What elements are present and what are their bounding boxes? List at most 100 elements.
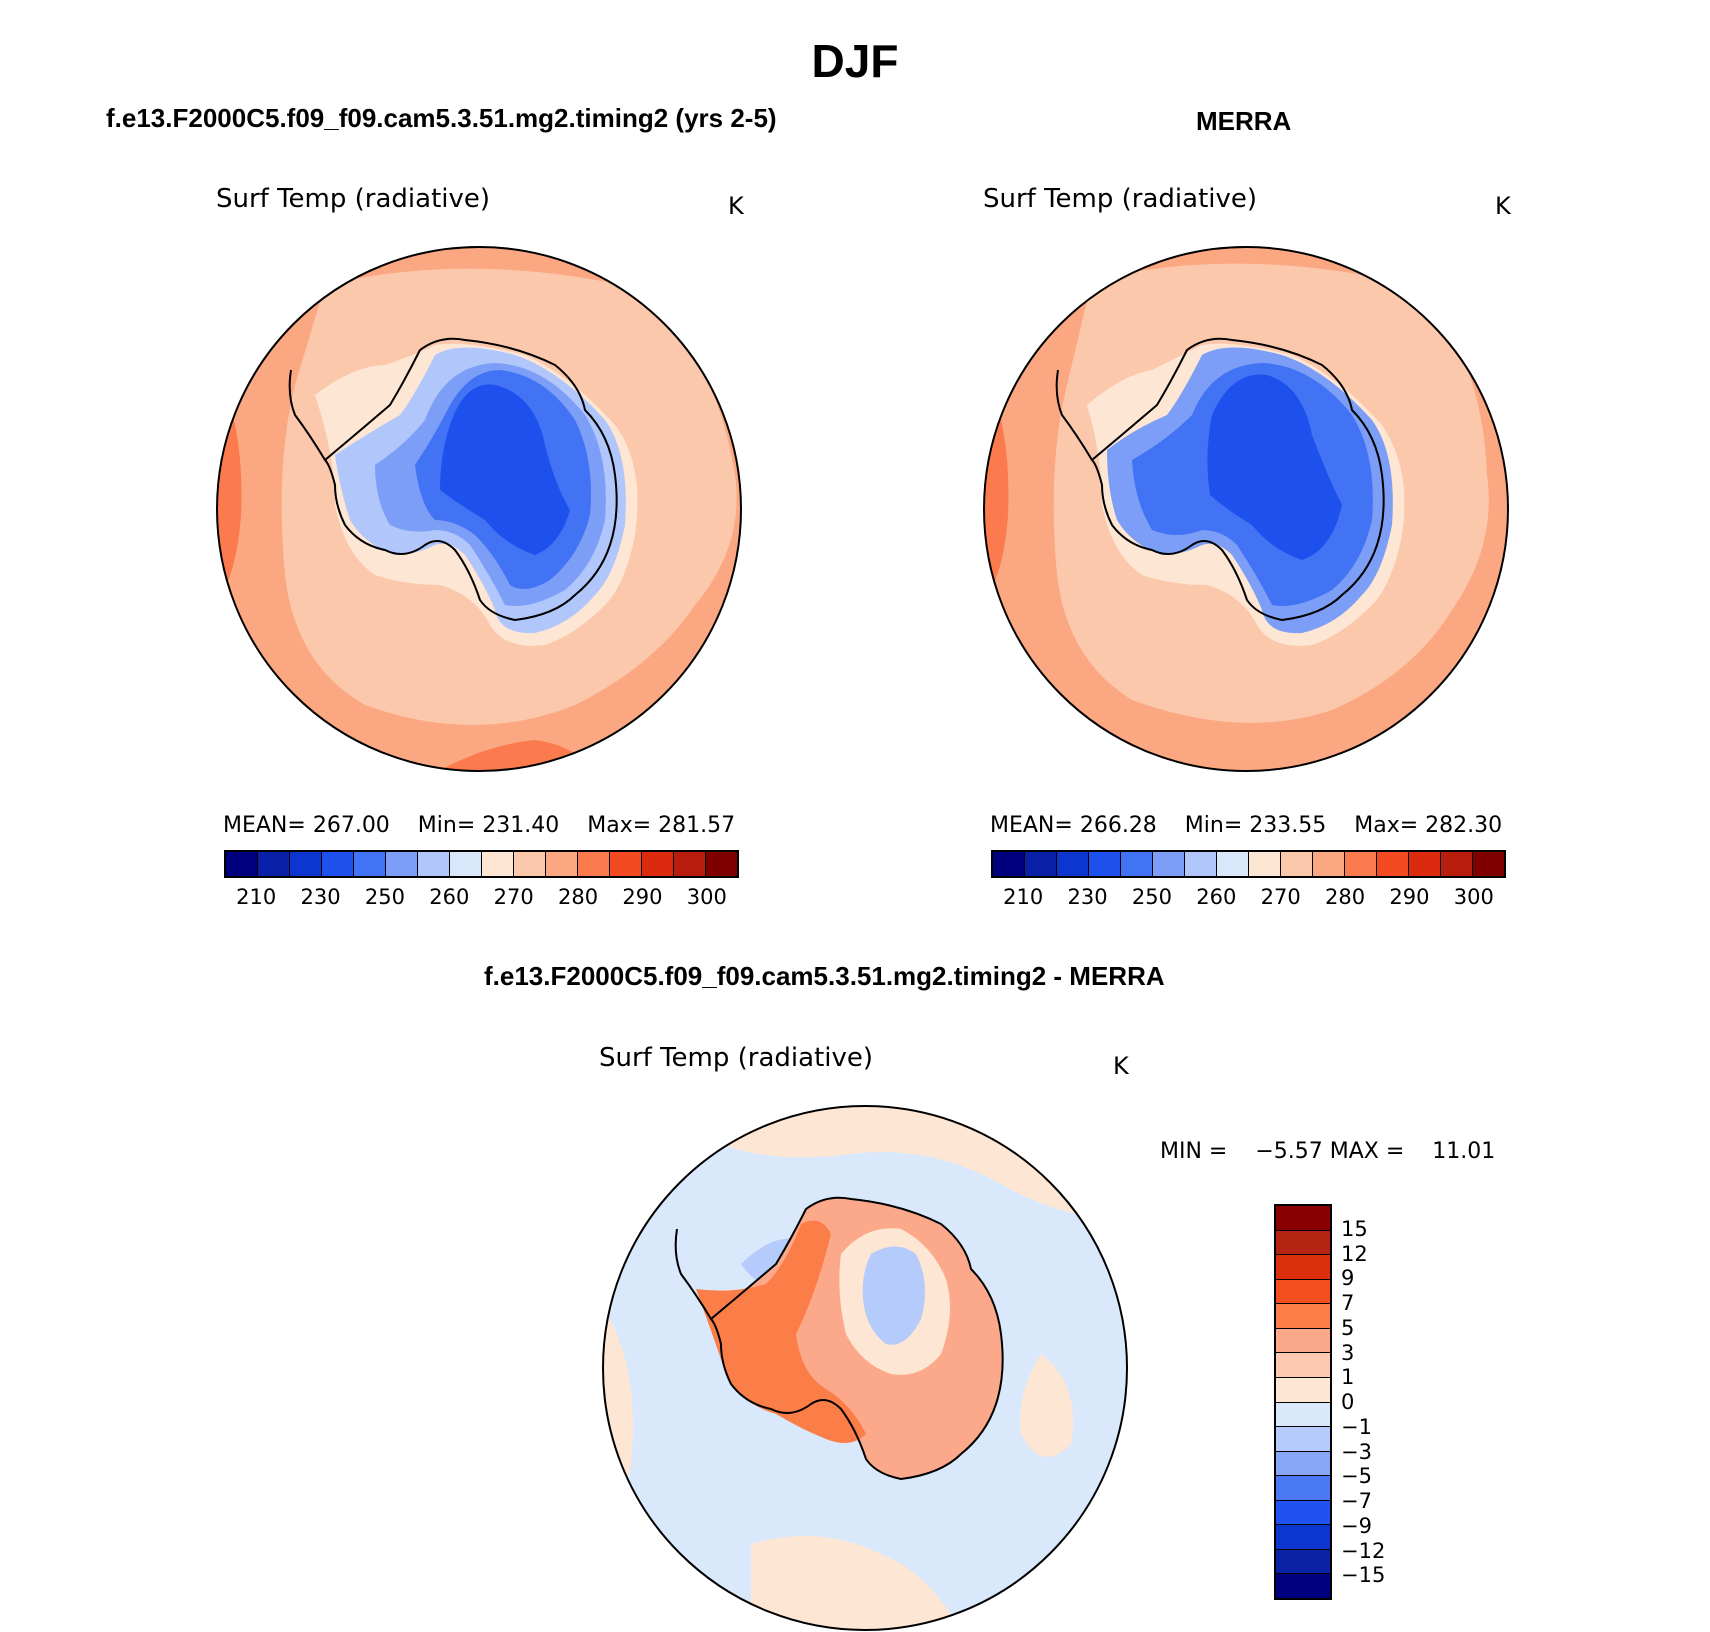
- map-peninsula: [1055, 369, 1093, 461]
- colorbar-swatch: [450, 852, 482, 876]
- colorbar-tick-label: 5: [1341, 1315, 1355, 1340]
- colorbar-swatch: [1276, 1255, 1330, 1280]
- map-outline: [216, 246, 742, 772]
- colorbar-swatch: [610, 852, 642, 876]
- colorbar-swatch: [258, 852, 290, 876]
- colorbar-swatch: [1276, 1500, 1330, 1526]
- model-stats: MEAN= 267.00 Min= 231.40 Max= 281.57: [223, 813, 735, 838]
- model-colorbar: [224, 850, 739, 878]
- model-colorbar-ticks: 210 230 250 260 270 280 290 300: [224, 885, 739, 911]
- map-warm-ocean-patch: [751, 1536, 961, 1630]
- map-land-bias-strong: [696, 1220, 866, 1443]
- colorbar-swatch: [1276, 1230, 1330, 1256]
- colorbar-swatch: [1276, 1525, 1330, 1550]
- colorbar-swatch: [226, 852, 258, 876]
- min-label: MIN =: [1160, 1139, 1228, 1164]
- colorbar-swatch: [418, 852, 450, 876]
- map-antarctica-core: [1207, 374, 1342, 560]
- map-warm-ocean-patch: [1020, 1354, 1073, 1457]
- colorbar-swatch: [1276, 1279, 1330, 1305]
- obs-colorbar: [991, 850, 1506, 878]
- colorbar-swatch: [1441, 852, 1473, 876]
- colorbar-swatch: [1276, 1377, 1330, 1403]
- colorbar-swatch: [1089, 852, 1121, 876]
- map-peninsula: [288, 369, 326, 461]
- obs-stats: MEAN= 266.28 Min= 233.55 Max= 282.30: [990, 813, 1502, 838]
- obs-colorbar-ticks: 210 230 250 260 270 280 290 300: [991, 885, 1506, 911]
- colorbar-swatch: [642, 852, 674, 876]
- min-label: Min=: [1184, 813, 1243, 838]
- colorbar-swatch: [482, 852, 514, 876]
- diff-panel-header: f.e13.F2000C5.f09_f09.cam5.3.51.mg2.timi…: [484, 961, 1165, 991]
- min-value: 233.55: [1249, 813, 1327, 838]
- colorbar-tick-label: 230: [1067, 885, 1108, 909]
- diff-stats: MIN = −5.57 MAX = 11.01: [1160, 1139, 1495, 1164]
- colorbar-swatch: [1121, 852, 1153, 876]
- colorbar-swatch: [1276, 1304, 1330, 1329]
- colorbar-swatch: [1276, 1451, 1330, 1477]
- map-coastline: [323, 337, 618, 622]
- colorbar-tick-label: 250: [364, 885, 405, 909]
- colorbar-swatch: [1185, 852, 1217, 876]
- map-antarctica-core: [440, 384, 570, 555]
- colorbar-tick-label: 1: [1341, 1365, 1355, 1390]
- obs-polar-map: [983, 246, 1509, 772]
- colorbar-swatch: [1217, 852, 1249, 876]
- colorbar-tick-label: 300: [1453, 885, 1494, 909]
- max-label: Max=: [1354, 813, 1419, 838]
- colorbar-swatch: [1313, 852, 1345, 876]
- colorbar-tick-label: 210: [236, 885, 277, 909]
- colorbar-tick-label: −9: [1341, 1513, 1372, 1538]
- diff-polar-map: [602, 1105, 1128, 1631]
- model-panel-header: f.e13.F2000C5.f09_f09.cam5.3.51.mg2.timi…: [106, 103, 777, 133]
- season-title: DJF: [811, 35, 899, 87]
- colorbar-tick-label: −5: [1341, 1464, 1372, 1489]
- colorbar-tick-label: −1: [1341, 1414, 1372, 1439]
- max-value: 282.30: [1425, 813, 1503, 838]
- colorbar-swatch: [1025, 852, 1057, 876]
- colorbar-tick-label: 260: [1196, 885, 1237, 909]
- map-coastline: [709, 1196, 1004, 1481]
- colorbar-tick-label: 0: [1341, 1390, 1355, 1414]
- map-land-bias-cool: [862, 1246, 925, 1345]
- obs-panel-header: MERRA: [1196, 106, 1292, 136]
- colorbar-tick-label: 300: [686, 885, 727, 909]
- colorbar-swatch: [578, 852, 610, 876]
- obs-units: K: [1495, 192, 1511, 220]
- colorbar-tick-label: 15: [1341, 1216, 1368, 1241]
- map-coastline: [1090, 337, 1385, 622]
- colorbar-swatch: [1377, 852, 1409, 876]
- max-value: 11.01: [1432, 1139, 1496, 1164]
- colorbar-tick-label: 3: [1341, 1340, 1355, 1365]
- max-label: Max=: [587, 813, 652, 838]
- colorbar-tick-label: 290: [622, 885, 663, 909]
- colorbar-swatch: [1409, 852, 1441, 876]
- colorbar-swatch: [322, 852, 354, 876]
- min-value: −5.57: [1255, 1139, 1323, 1164]
- colorbar-tick-label: 210: [1003, 885, 1044, 909]
- colorbar-swatch: [1276, 1353, 1330, 1378]
- diff-colorbar: [1274, 1204, 1332, 1600]
- colorbar-tick-label: 280: [1325, 885, 1366, 909]
- colorbar-swatch: [290, 852, 322, 876]
- colorbar-swatch: [1473, 852, 1504, 876]
- colorbar-swatch: [1276, 1427, 1330, 1452]
- colorbar-swatch: [1345, 852, 1377, 876]
- colorbar-tick-label: 270: [1260, 885, 1301, 909]
- max-label: MAX =: [1329, 1139, 1405, 1164]
- colorbar-swatch: [1276, 1206, 1330, 1231]
- colorbar-tick-label: −12: [1341, 1538, 1386, 1563]
- colorbar-swatch: [1276, 1574, 1330, 1598]
- colorbar-tick-label: 9: [1341, 1266, 1355, 1291]
- colorbar-swatch: [1153, 852, 1185, 876]
- colorbar-tick-label: 7: [1341, 1291, 1355, 1315]
- model-polar-map: [216, 246, 742, 772]
- colorbar-swatch: [546, 852, 578, 876]
- colorbar-tick-label: −7: [1341, 1489, 1372, 1513]
- colorbar-swatch: [706, 852, 737, 876]
- colorbar-swatch: [1276, 1328, 1330, 1354]
- mean-label: MEAN=: [990, 813, 1073, 838]
- colorbar-swatch: [1057, 852, 1089, 876]
- map-peninsula: [674, 1228, 712, 1320]
- colorbar-swatch: [386, 852, 418, 876]
